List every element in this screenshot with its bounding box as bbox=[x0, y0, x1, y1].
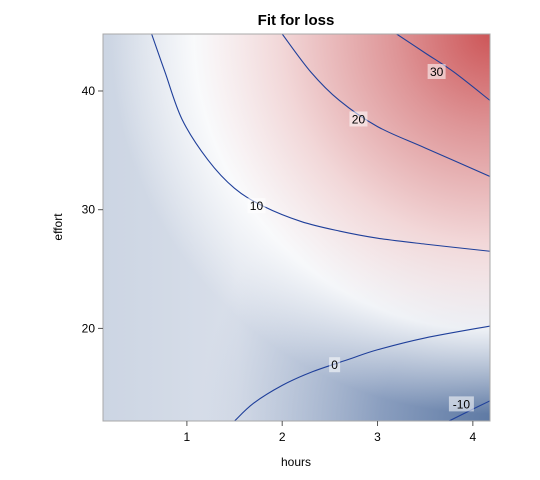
x-tick-label: 3 bbox=[374, 430, 381, 444]
contour-label-0: 0 bbox=[331, 358, 338, 372]
contour-label-10: 10 bbox=[250, 199, 264, 213]
contour-line-30 bbox=[396, 34, 490, 101]
surface-high-shading bbox=[103, 34, 490, 421]
contour-label-bg-10 bbox=[247, 198, 266, 214]
contour-label-20: 20 bbox=[352, 112, 366, 126]
y-axis: 20 30 40 bbox=[82, 84, 103, 335]
x-tick-label: 1 bbox=[184, 430, 191, 444]
contour-label-30: 30 bbox=[430, 65, 444, 79]
plot-frame bbox=[102, 33, 491, 422]
contour-label-bg-30 bbox=[427, 63, 446, 79]
y-tick-label: 20 bbox=[82, 321, 96, 335]
plot-area: 30 20 10 0 -10 bbox=[103, 34, 490, 421]
y-tick-label: 30 bbox=[82, 203, 96, 217]
y-axis-label: effort bbox=[51, 213, 65, 241]
x-tick-label: 4 bbox=[469, 430, 476, 444]
x-axis-label: hours bbox=[281, 455, 311, 469]
contour-label-bg--10 bbox=[448, 396, 474, 412]
contour-line--10 bbox=[448, 400, 490, 421]
chart-title: Fit for loss bbox=[258, 12, 335, 29]
x-tick-label: 2 bbox=[279, 430, 286, 444]
y-tick-label: 40 bbox=[82, 84, 96, 98]
contour-label--10: -10 bbox=[453, 397, 471, 411]
contour-label-bg-0 bbox=[329, 357, 341, 373]
contour-labels: 30 20 10 0 -10 bbox=[247, 63, 474, 412]
x-axis: 1 2 3 4 bbox=[184, 421, 476, 444]
contour-label-bg-20 bbox=[349, 111, 368, 127]
